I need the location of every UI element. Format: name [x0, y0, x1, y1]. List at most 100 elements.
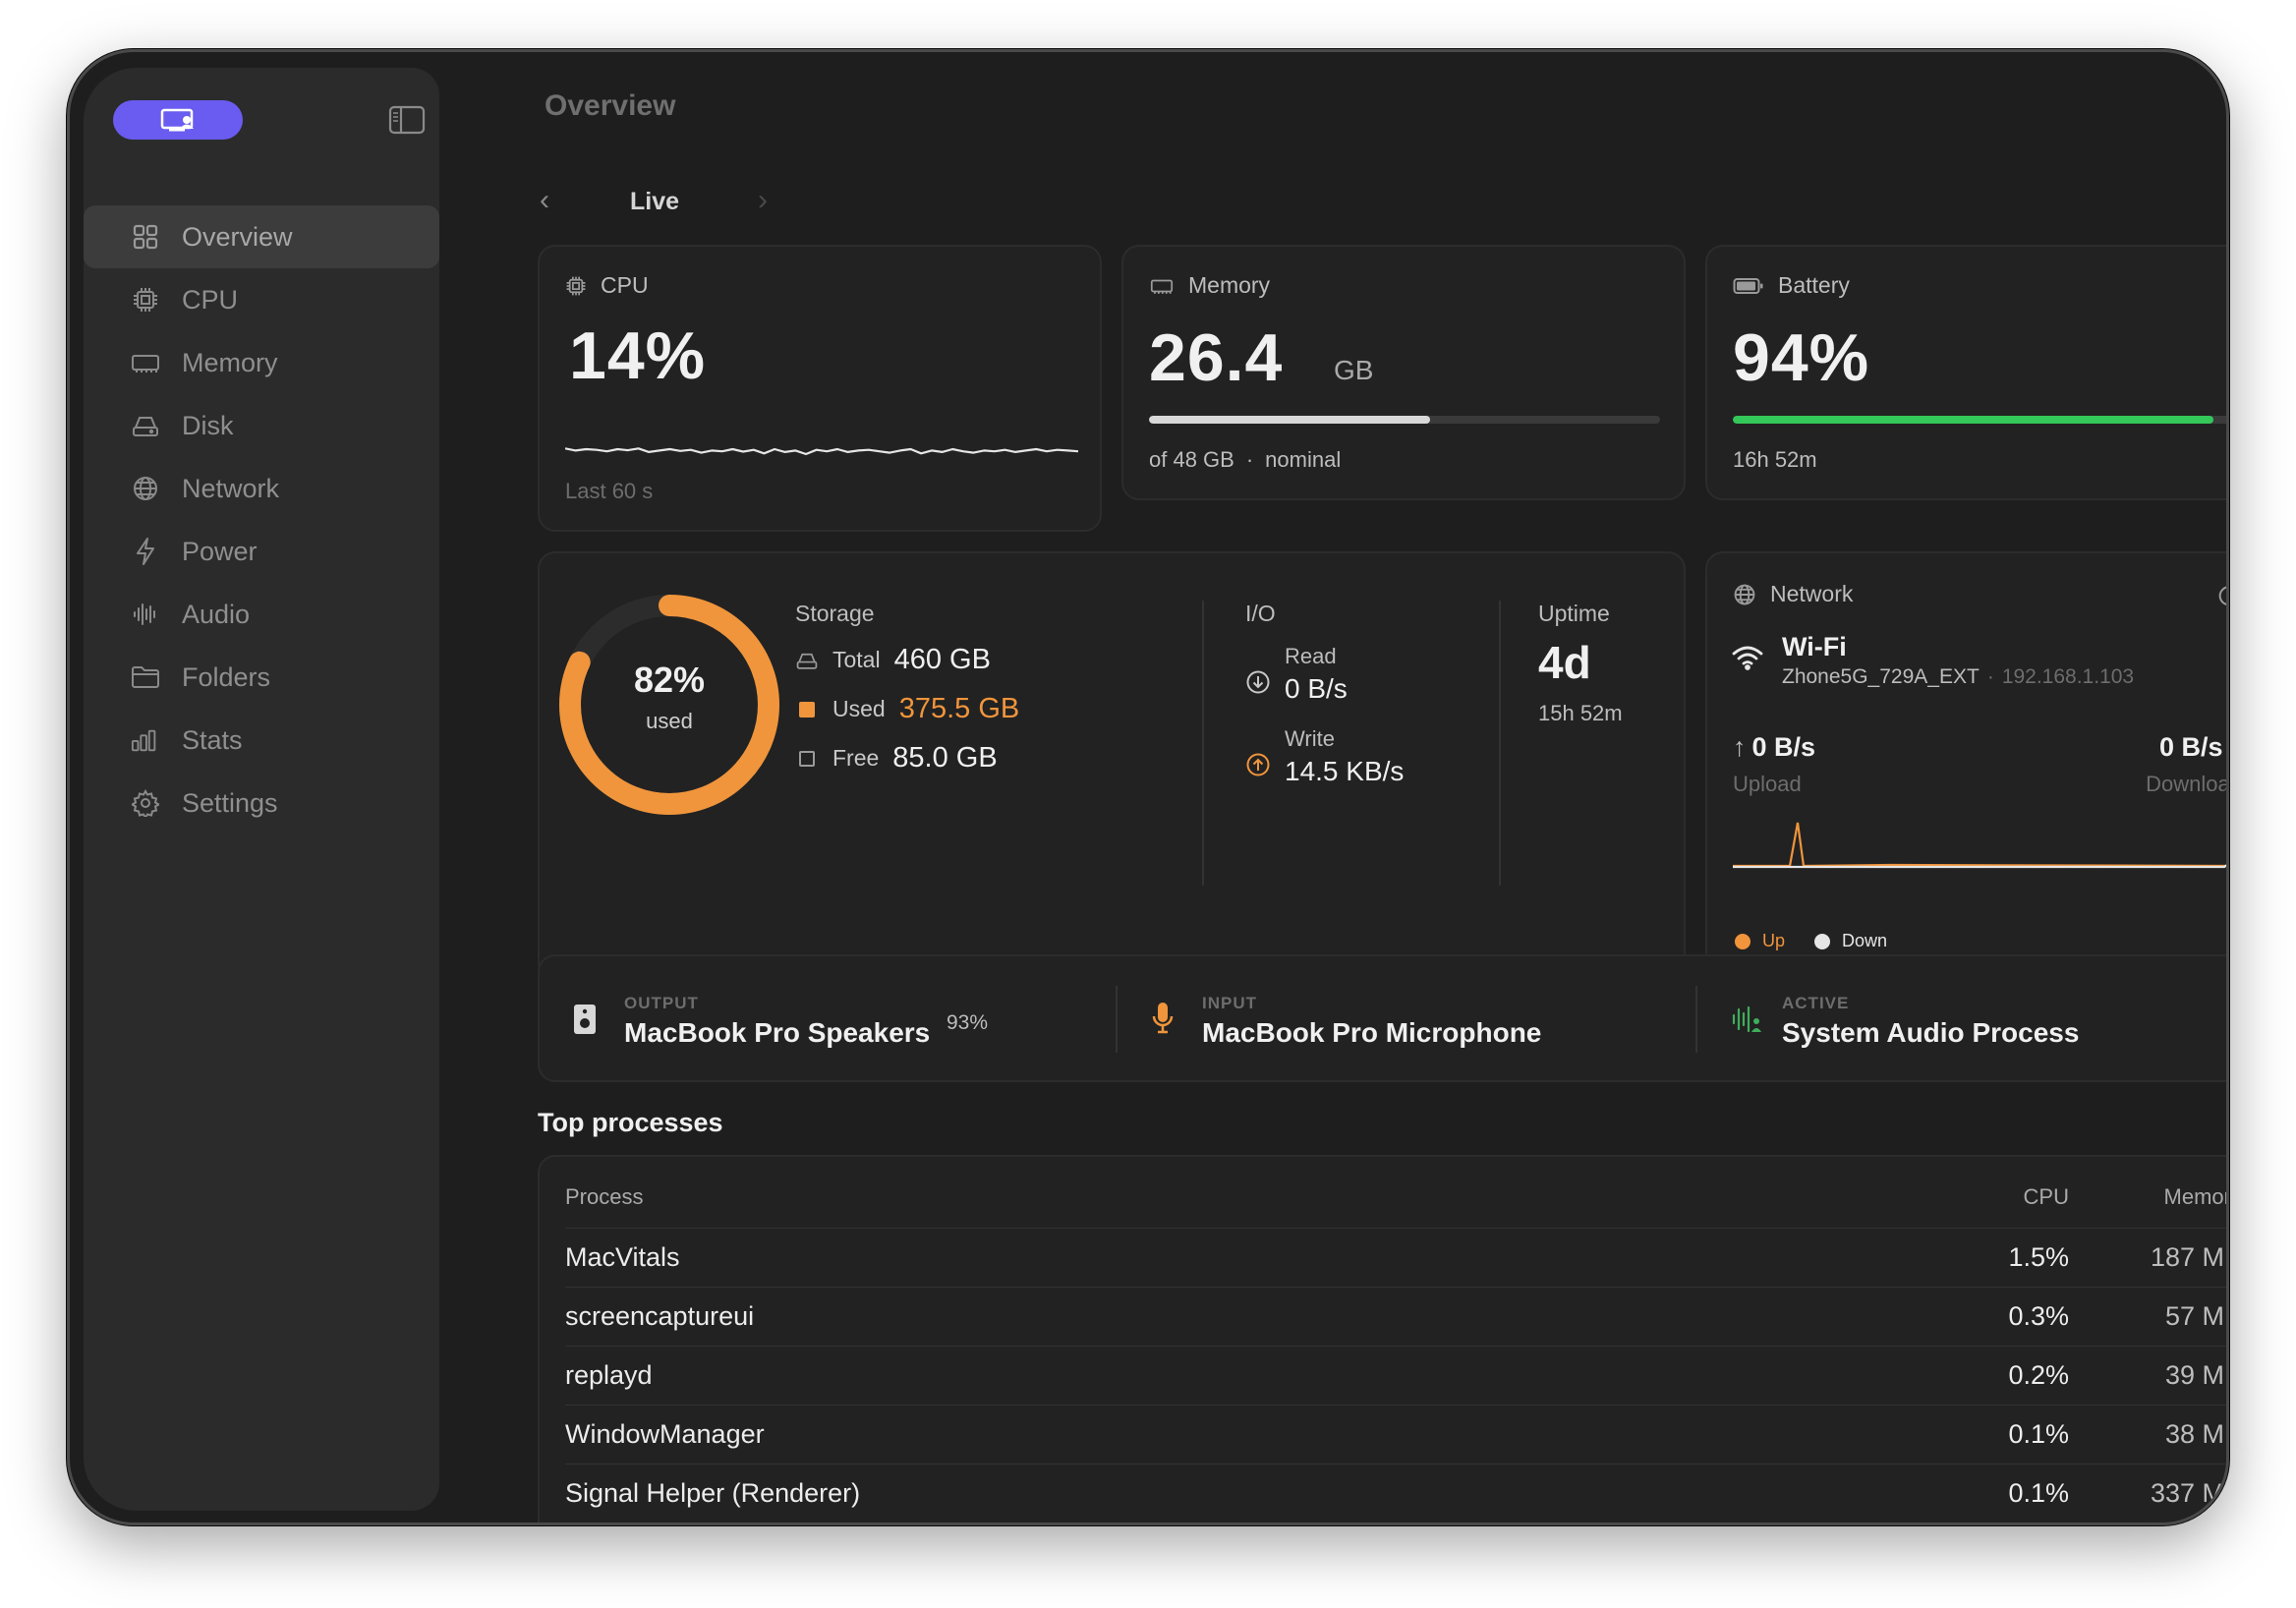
upload-value: 0 B/s — [1751, 732, 1816, 762]
legend-up-label: Up — [1762, 931, 1786, 950]
sidebar-item-audio[interactable]: Audio — [84, 583, 439, 646]
main-content: Overview ‹ Live › CPU 14% Last 60 s Memo… — [463, 52, 2226, 1522]
table-row[interactable]: WindowManager 0.1% 38 MB — [565, 1405, 2226, 1464]
process-name: WindowManager — [565, 1419, 765, 1449]
sidebar-item-power[interactable]: Power — [84, 520, 439, 583]
storage-total-label: Total — [832, 647, 881, 672]
storage-percent: 82% — [633, 660, 706, 700]
table-row[interactable]: MacVitals 1.5% 187 MB — [565, 1228, 2226, 1287]
column-header-memory[interactable]: Memory — [2163, 1184, 2226, 1209]
sidebar-item-folders[interactable]: Folders — [84, 646, 439, 709]
io-read-label: Read — [1285, 644, 1337, 668]
chevron-left-icon[interactable]: ‹ — [540, 184, 549, 216]
sidebar-item-memory[interactable]: Memory — [84, 331, 439, 394]
network-card[interactable]: Network Wi-Fi Zhone5G_729A_EXT · 192.168… — [1705, 551, 2230, 980]
battery-value: 94% — [1733, 320, 1870, 395]
bolt-icon — [131, 537, 160, 566]
sidebar-item-label: CPU — [182, 284, 239, 315]
divider — [1499, 601, 1501, 886]
storage-free-row: Free 85.0 GB — [795, 742, 998, 775]
sidebar-item-network[interactable]: Network — [84, 457, 439, 520]
memory-detail: of 48 GB · nominal — [1149, 447, 1341, 473]
audio-input[interactable]: INPUT MacBook Pro Microphone — [1118, 956, 1695, 1080]
storage-used-value: 375.5 GB — [898, 693, 1020, 724]
used-swatch-icon — [799, 701, 815, 718]
table-row[interactable]: replayd 0.2% 39 MB — [565, 1346, 2226, 1405]
separator: · — [1245, 447, 1254, 472]
chevron-right-icon[interactable]: › — [758, 184, 768, 216]
gear-icon — [131, 788, 160, 818]
sidebar-item-settings[interactable]: Settings — [84, 772, 439, 834]
divider — [1202, 601, 1204, 886]
download-label: Download — [2146, 772, 2229, 796]
page-title: Overview — [545, 89, 676, 122]
network-graph — [1733, 822, 2226, 869]
storage-total-value: 460 GB — [893, 644, 991, 675]
memory-total: of 48 GB — [1149, 447, 1234, 472]
cpu-caption: Last 60 s — [565, 479, 654, 503]
speaker-icon — [574, 1005, 596, 1034]
storage-donut — [559, 595, 779, 815]
divider — [1116, 986, 1118, 1053]
process-memory: 337 MB — [2150, 1478, 2226, 1508]
download-line — [1733, 864, 2226, 869]
uptime-rest: 15h 52m — [1538, 701, 1623, 725]
app-switcher-button[interactable] — [113, 100, 243, 140]
legend-down-dot — [1814, 933, 1831, 949]
process-name: replayd — [565, 1360, 653, 1390]
active-kicker: ACTIVE — [1782, 994, 1850, 1012]
refresh-icon[interactable] — [2216, 583, 2229, 608]
arrow-up-icon: ↑ — [1733, 732, 1747, 762]
donut-used-arc — [559, 595, 779, 815]
sidebar-item-overview[interactable]: Overview — [84, 205, 439, 268]
upload-rate: ↑ 0 B/s — [1733, 732, 1815, 763]
battery-icon — [1733, 277, 1763, 294]
memory-bar-fill — [1149, 416, 1430, 424]
legend-down-label: Down — [1842, 931, 1888, 950]
output-kicker: OUTPUT — [624, 994, 699, 1012]
sidebar-item-label: Folders — [182, 661, 271, 692]
audio-output[interactable]: OUTPUT MacBook Pro Speakers 93% — [540, 956, 1118, 1080]
wifi-icon — [1732, 646, 1763, 670]
memory-card[interactable]: Memory 26.4 GB of 48 GB · nominal — [1121, 245, 1686, 500]
table-row[interactable]: Signal Helper (Renderer) 0.1% 337 MB — [565, 1464, 2226, 1522]
audio-active[interactable]: ACTIVE System Audio Process — [1697, 956, 2226, 1080]
cpu-sparkline-line — [565, 447, 1078, 456]
arrow-down-icon: ↓ — [2229, 732, 2230, 763]
upload-label: Upload — [1733, 772, 1802, 796]
input-kicker: INPUT — [1202, 994, 1257, 1012]
process-name: MacVitals — [565, 1242, 680, 1272]
io-read-value: 0 B/s — [1285, 673, 1348, 704]
memory-pressure: nominal — [1265, 447, 1342, 472]
table-row[interactable]: screencaptureui 0.3% 57 MB — [565, 1287, 2226, 1346]
network-ip: 192.168.1.103 — [2001, 665, 2135, 688]
sidebar-item-cpu[interactable]: CPU — [84, 268, 439, 331]
sidebar-item-stats[interactable]: Stats — [84, 709, 439, 772]
battery-card[interactable]: Battery 94% 16h 52m — [1705, 245, 2226, 500]
memory-unit: GB — [1334, 355, 1374, 385]
cpu-sparkline — [565, 447, 1078, 456]
network-legend: Up Down — [1735, 931, 1887, 951]
process-cpu: 0.1% — [2008, 1478, 2069, 1508]
cpu-value: 14% — [569, 318, 707, 393]
cpu-card[interactable]: CPU 14% Last 60 s — [538, 245, 1102, 532]
sidebar-item-label: Audio — [182, 599, 251, 629]
storage-card[interactable]: 82% used Storage Total 460 GB Used 375.5… — [538, 551, 1686, 980]
column-header-cpu[interactable]: CPU — [2023, 1184, 2069, 1209]
waveform-person-icon — [1732, 1005, 1761, 1033]
sidebar-toggle-icon[interactable] — [388, 105, 426, 135]
microphone-icon — [1152, 1003, 1174, 1034]
battery-bar-fill — [1733, 416, 2213, 424]
process-memory: 39 MB — [2164, 1360, 2226, 1390]
chip-icon — [566, 276, 586, 295]
uptime-title: Uptime — [1538, 601, 1610, 626]
section-title: Top processes — [538, 1108, 723, 1137]
chip-icon — [131, 285, 160, 315]
storage-percent-label: used — [646, 709, 693, 733]
sidebar-item-disk[interactable]: Disk — [84, 394, 439, 457]
storage-used-row: Used 375.5 GB — [795, 693, 1019, 725]
disk-icon — [796, 653, 818, 669]
process-memory: 187 MB — [2150, 1242, 2226, 1272]
card-title: CPU — [601, 272, 649, 298]
column-header-process[interactable]: Process — [565, 1184, 644, 1209]
